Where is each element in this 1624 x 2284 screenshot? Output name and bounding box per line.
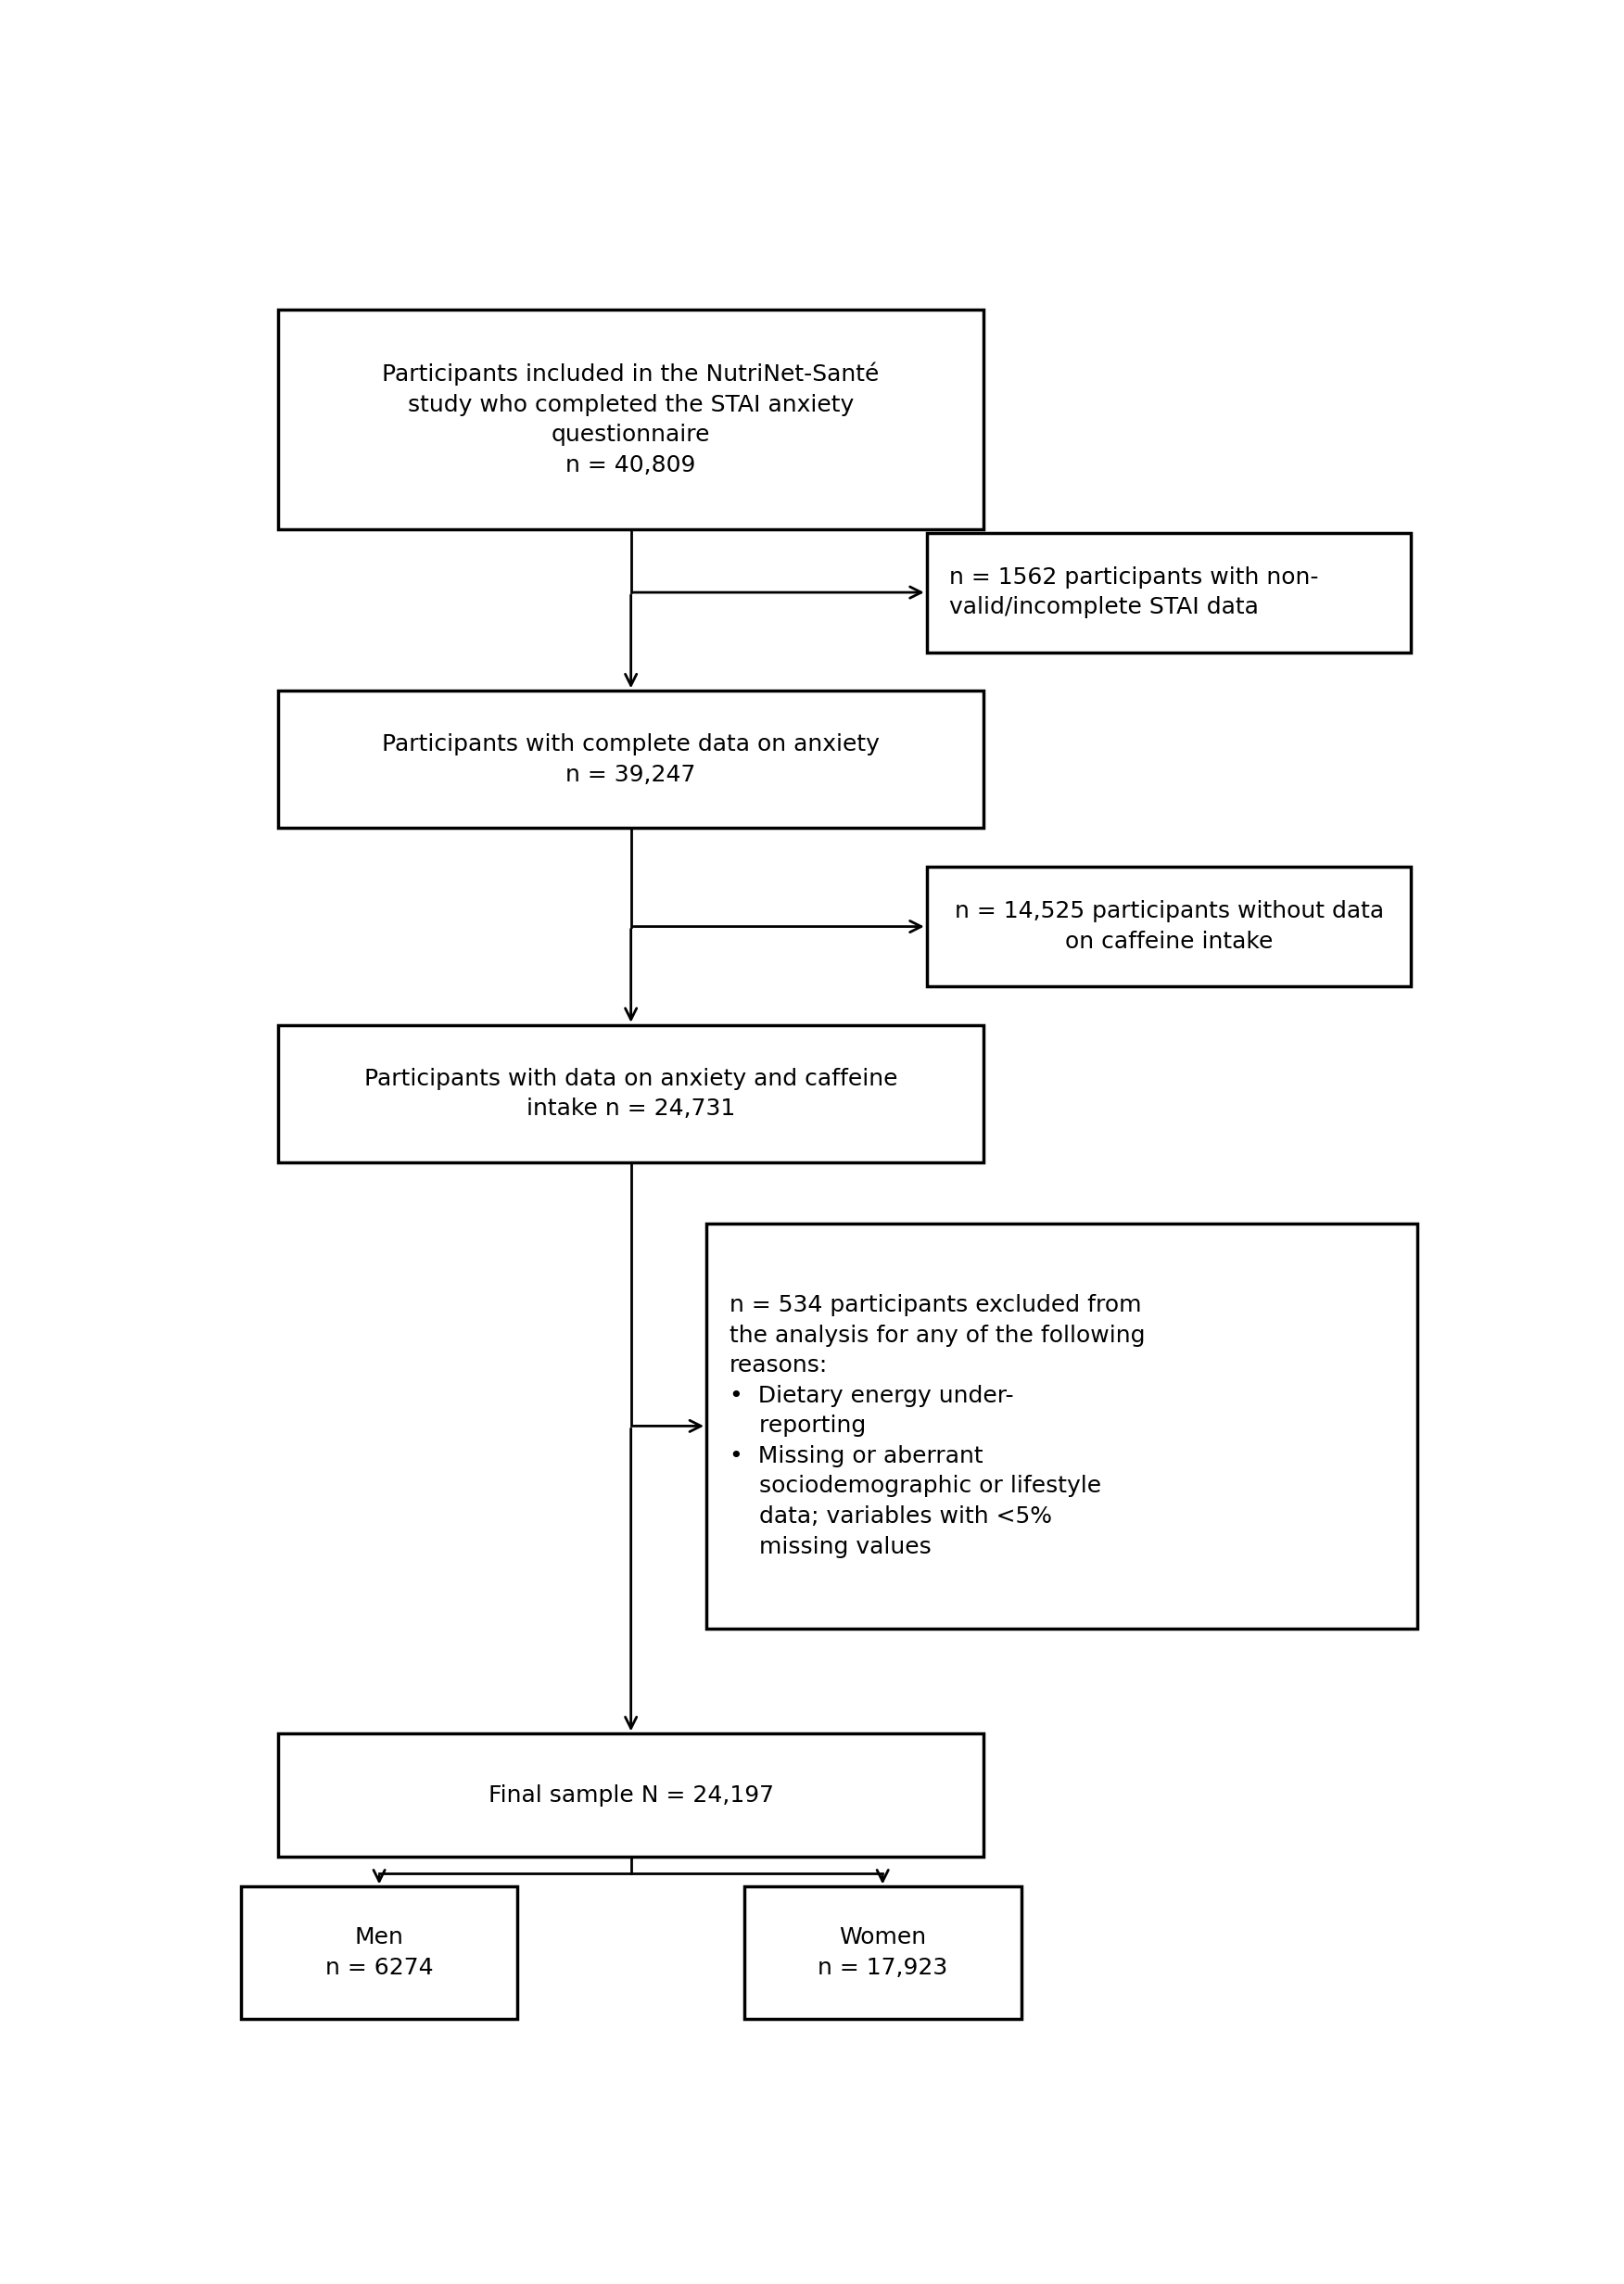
FancyBboxPatch shape <box>706 1224 1418 1628</box>
Text: Final sample N = 24,197: Final sample N = 24,197 <box>489 1784 773 1807</box>
Text: n = 1562 participants with non-
valid/incomplete STAI data: n = 1562 participants with non- valid/in… <box>950 566 1319 619</box>
FancyBboxPatch shape <box>278 1734 984 1857</box>
FancyBboxPatch shape <box>927 532 1411 653</box>
Text: n = 534 participants excluded from
the analysis for any of the following
reasons: n = 534 participants excluded from the a… <box>729 1295 1145 1558</box>
FancyBboxPatch shape <box>278 308 984 530</box>
FancyBboxPatch shape <box>278 690 984 829</box>
Text: Participants with complete data on anxiety
n = 39,247: Participants with complete data on anxie… <box>382 733 880 786</box>
Text: Women
n = 17,923: Women n = 17,923 <box>817 1925 948 1978</box>
Text: Participants with data on anxiety and caffeine
intake n = 24,731: Participants with data on anxiety and ca… <box>364 1067 898 1119</box>
Text: Participants included in the NutriNet-Santé
study who completed the STAI anxiety: Participants included in the NutriNet-Sa… <box>382 363 880 477</box>
Text: Men
n = 6274: Men n = 6274 <box>325 1925 434 1978</box>
FancyBboxPatch shape <box>927 866 1411 987</box>
FancyBboxPatch shape <box>278 1026 984 1163</box>
FancyBboxPatch shape <box>240 1887 518 2019</box>
FancyBboxPatch shape <box>744 1887 1021 2019</box>
Text: n = 14,525 participants without data
on caffeine intake: n = 14,525 participants without data on … <box>955 900 1384 952</box>
